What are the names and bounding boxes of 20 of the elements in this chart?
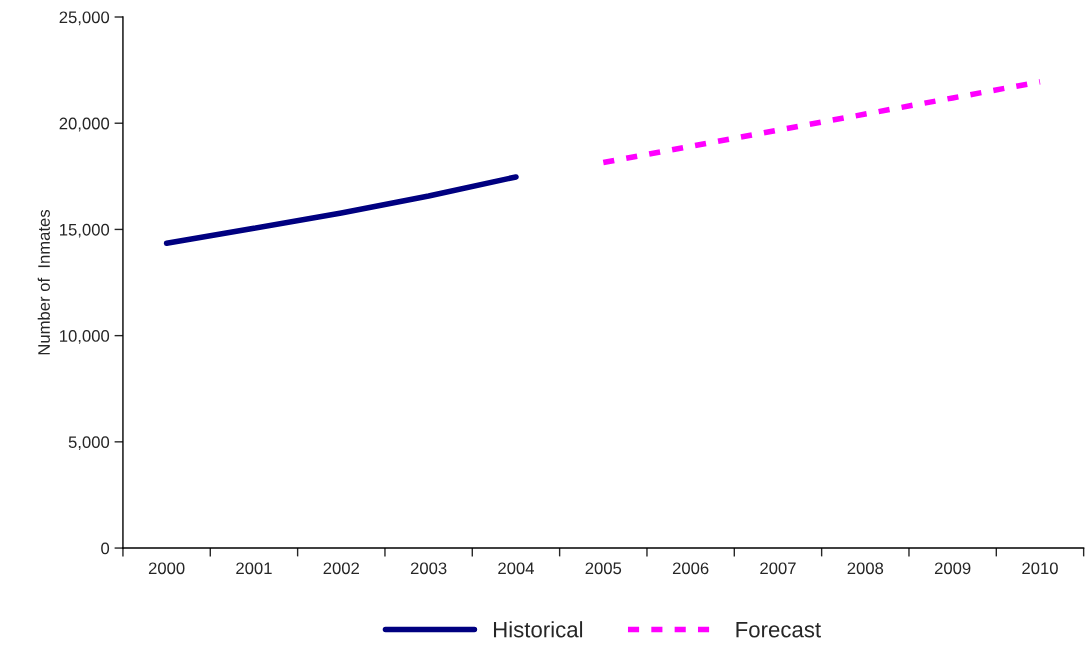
x-tick-label: 2010: [1022, 562, 1058, 575]
legend-label: Historical: [493, 621, 583, 638]
x-tick-label: 2002: [323, 562, 359, 575]
x-tick-label: 2008: [847, 562, 884, 575]
legend-label: Forecast: [736, 621, 821, 638]
y-tick-label: 10,000: [60, 330, 110, 344]
y-tick-label: 25,000: [59, 11, 110, 26]
x-tick-label: 2009: [934, 562, 971, 575]
y-tick-label: 0: [101, 542, 110, 555]
y-tick-label: 5,000: [68, 436, 110, 451]
x-tick-label: 2006: [672, 562, 709, 575]
y-tick-label: 15,000: [60, 223, 110, 238]
x-tick-label: 2005: [585, 562, 622, 575]
y-axis-title: Number of Inmates: [37, 209, 50, 355]
x-tick-label: 2003: [410, 562, 447, 575]
x-tick-label: 2000: [148, 562, 185, 575]
x-tick-label: 2007: [760, 562, 796, 575]
x-tick-label: 2004: [498, 562, 535, 575]
x-tick-label: 2001: [236, 562, 272, 575]
y-tick-label: 20,000: [59, 117, 110, 132]
